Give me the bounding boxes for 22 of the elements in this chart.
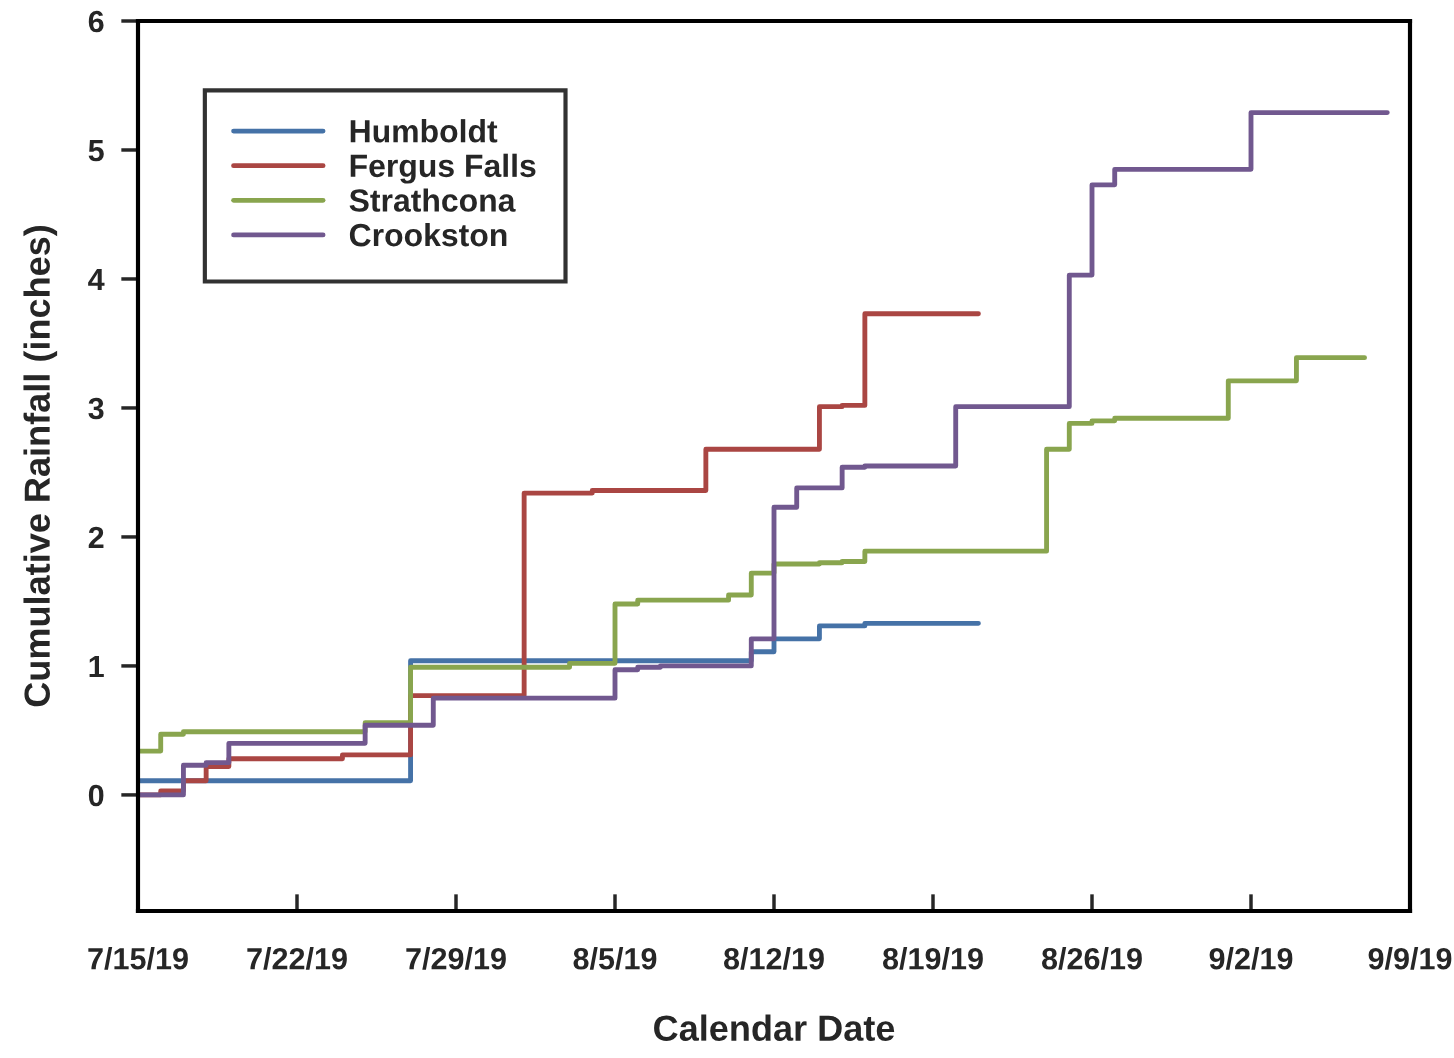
y-tick-label: 1 bbox=[89, 655, 104, 677]
y-tick-label: 6 bbox=[88, 10, 104, 33]
legend-label: Humboldt bbox=[350, 119, 498, 143]
y-axis-title: Cumulative Rainfall (inches) bbox=[23, 225, 58, 707]
x-tick-label: 8/12/19 bbox=[724, 947, 824, 970]
y-tick-label: 4 bbox=[88, 269, 105, 291]
x-tick-label: 7/15/19 bbox=[88, 947, 188, 970]
x-tick-label: 9/2/19 bbox=[1209, 947, 1293, 970]
y-tick-label: 5 bbox=[88, 140, 104, 162]
legend-label: Fergus Falls bbox=[350, 153, 536, 184]
x-tick-label: 8/19/19 bbox=[883, 947, 983, 970]
legend-label: Strathcona bbox=[349, 188, 516, 212]
x-tick-label: 7/22/19 bbox=[247, 947, 347, 970]
x-tick-label: 9/9/19 bbox=[1368, 947, 1452, 970]
y-tick-label: 0 bbox=[88, 784, 104, 807]
x-tick-label: 7/29/19 bbox=[406, 947, 506, 970]
x-tick-label: 8/5/19 bbox=[573, 947, 657, 970]
legend-label: Crookston bbox=[349, 222, 507, 247]
y-tick-label: 2 bbox=[88, 526, 104, 549]
x-axis-title: Calendar Date bbox=[654, 1014, 895, 1042]
x-tick-label: 8/26/19 bbox=[1042, 947, 1142, 970]
y-tick-label: 3 bbox=[88, 397, 104, 420]
